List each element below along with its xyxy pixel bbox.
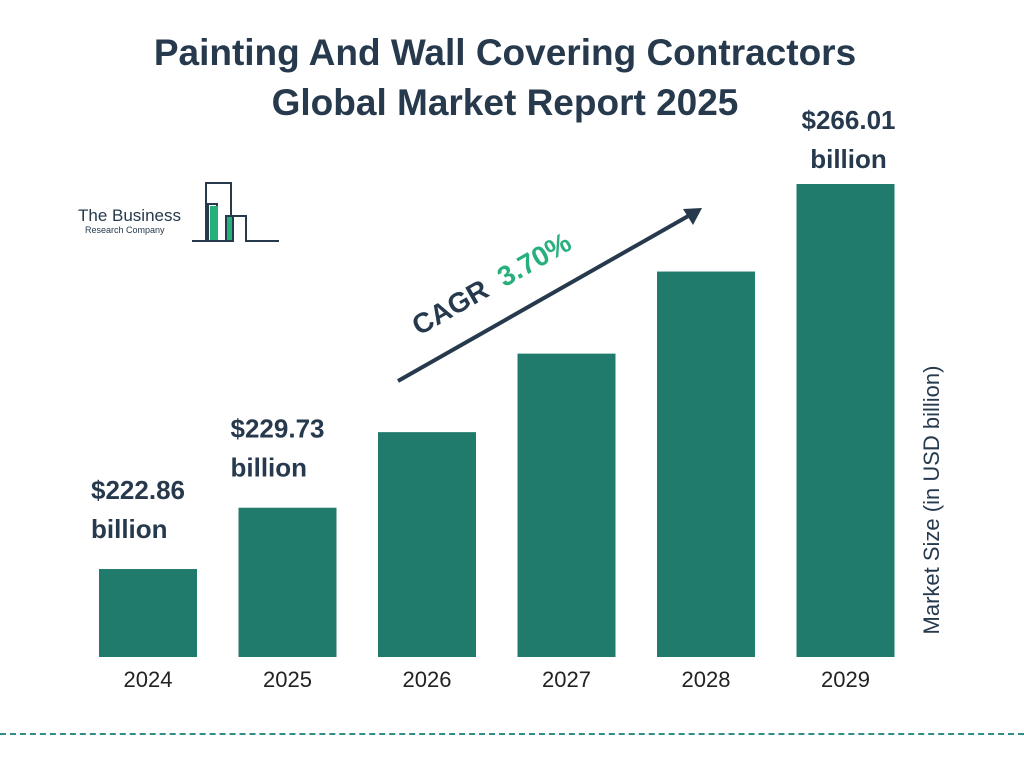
footer-divider — [0, 733, 1024, 735]
data-label-unit: billion — [231, 453, 308, 483]
logo-text-line2: Research Company — [85, 225, 165, 235]
data-label-value: $229.73 — [231, 414, 325, 444]
data-label-unit: billion — [810, 144, 887, 174]
data-label-value: $266.01 — [802, 105, 896, 135]
company-logo: The Business Research Company — [78, 180, 283, 245]
x-tick-label: 2027 — [542, 667, 591, 692]
bar-2029 — [796, 184, 895, 657]
cagr-value: 3.70% — [492, 226, 576, 292]
cagr-arrow-head-icon — [683, 208, 702, 225]
chart-title: Painting And Wall Covering Contractors G… — [0, 28, 1010, 128]
title-line-2: Global Market Report 2025 — [271, 82, 739, 123]
cagr-text: CAGR 3.70% — [407, 226, 577, 341]
bar-2024 — [99, 569, 197, 657]
x-tick-label: 2024 — [124, 667, 173, 692]
cagr-label: CAGR — [407, 274, 494, 342]
logo-buildings-icon — [192, 182, 279, 242]
bar-2028 — [657, 271, 755, 657]
x-tick-label: 2029 — [821, 667, 870, 692]
bar-2027 — [517, 353, 616, 657]
logo-text-line1: The Business — [78, 206, 181, 225]
data-label-value: $222.86 — [91, 475, 185, 505]
bar-2025 — [238, 507, 337, 657]
x-tick-label: 2028 — [682, 667, 731, 692]
y-axis-label: Market Size (in USD billion) — [919, 365, 944, 635]
title-line-1: Painting And Wall Covering Contractors — [153, 32, 857, 73]
data-label-unit: billion — [91, 514, 168, 544]
bar-2026 — [378, 432, 476, 657]
x-tick-label: 2026 — [403, 667, 452, 692]
x-tick-label: 2025 — [263, 667, 312, 692]
cagr-arrow-line — [397, 213, 691, 383]
